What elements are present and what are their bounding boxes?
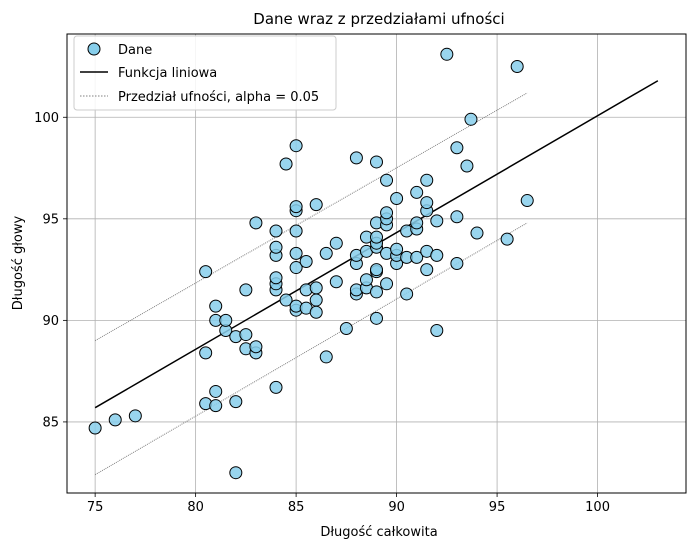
legend-label-fit: Funkcja liniowa [118, 66, 217, 81]
data-point [380, 206, 394, 220]
data-point [209, 299, 223, 313]
data-point [128, 409, 142, 423]
data-point [229, 466, 243, 480]
data-point [309, 198, 323, 212]
data-point [329, 275, 343, 289]
data-point [420, 263, 434, 277]
legend-box [73, 35, 337, 111]
data-point [319, 246, 333, 260]
data-point [319, 350, 333, 364]
x-tick-label: 100 [585, 500, 610, 515]
data-point [430, 248, 444, 262]
data-point [460, 159, 474, 173]
data-point [269, 271, 283, 285]
data-point [410, 250, 424, 264]
data-point [299, 254, 313, 268]
y-tick-label: 100 [34, 111, 59, 126]
y-axis-ticks: 85 90 95 100 [34, 111, 67, 430]
data-point [269, 380, 283, 394]
data-point [108, 413, 122, 427]
data-point [370, 230, 383, 244]
data-point [309, 281, 323, 295]
data-point [199, 346, 213, 360]
x-tick-label: 90 [388, 500, 405, 515]
data-point [309, 293, 323, 307]
data-point [88, 421, 102, 435]
data-point [289, 224, 303, 238]
data-point [329, 236, 343, 250]
data-point [410, 185, 424, 199]
data-point [279, 157, 293, 171]
data-point [219, 313, 233, 327]
x-tick-label: 85 [288, 500, 305, 515]
data-point [359, 273, 373, 287]
data-point [229, 395, 243, 409]
data-point [470, 226, 484, 240]
x-axis-ticks: 75 80 85 90 95 100 [87, 493, 610, 515]
plot-frame [66, 33, 687, 494]
data-point [464, 112, 478, 126]
legend: Dane Funkcja liniowa Przedział ufności, … [73, 35, 337, 111]
data-point [269, 224, 283, 238]
x-tick-label: 75 [87, 500, 104, 515]
data-point [410, 216, 424, 230]
data-point [279, 293, 293, 307]
data-point [209, 384, 223, 398]
data-point [239, 328, 253, 342]
data-point [289, 200, 303, 214]
y-tick-label: 85 [42, 415, 59, 430]
data-point [440, 47, 454, 61]
data-point [289, 246, 303, 260]
data-point [209, 399, 223, 413]
data-points [88, 47, 534, 480]
data-point [400, 287, 414, 301]
data-point [450, 210, 464, 224]
data-point [199, 265, 213, 279]
data-point [390, 242, 404, 256]
data-point [390, 192, 404, 206]
data-point [450, 141, 464, 155]
legend-label-ci: Przedział ufności, alpha = 0.05 [118, 90, 319, 105]
data-point [339, 321, 353, 335]
data-point [289, 139, 303, 153]
data-point [420, 173, 434, 187]
data-point [249, 216, 263, 230]
data-point [380, 173, 394, 187]
legend-label-dane: Dane [118, 43, 152, 58]
data-point [249, 340, 263, 354]
data-point [420, 196, 434, 210]
data-point [370, 155, 383, 169]
data-point [370, 263, 383, 277]
data-point [239, 283, 253, 297]
data-point [370, 311, 383, 325]
data-point [370, 285, 383, 299]
legend-marker-dane [87, 42, 101, 56]
x-axis-label: Długość całkowita [320, 525, 437, 540]
data-point [269, 240, 283, 254]
data-point [450, 257, 464, 270]
data-point [430, 214, 444, 228]
x-tick-label: 80 [187, 500, 204, 515]
y-tick-label: 95 [42, 212, 59, 227]
chart-title: Dane wraz z przedziałami ufności [253, 10, 504, 28]
data-point [520, 194, 534, 208]
data-point [289, 261, 303, 275]
data-point [430, 324, 444, 338]
data-point [500, 232, 514, 246]
data-point [349, 151, 363, 165]
data-point [309, 305, 323, 319]
data-point [380, 277, 394, 291]
data-point [510, 59, 524, 73]
y-tick-label: 90 [42, 314, 59, 329]
y-axis-label: Długość głowy [11, 215, 26, 310]
x-tick-label: 95 [489, 500, 506, 515]
